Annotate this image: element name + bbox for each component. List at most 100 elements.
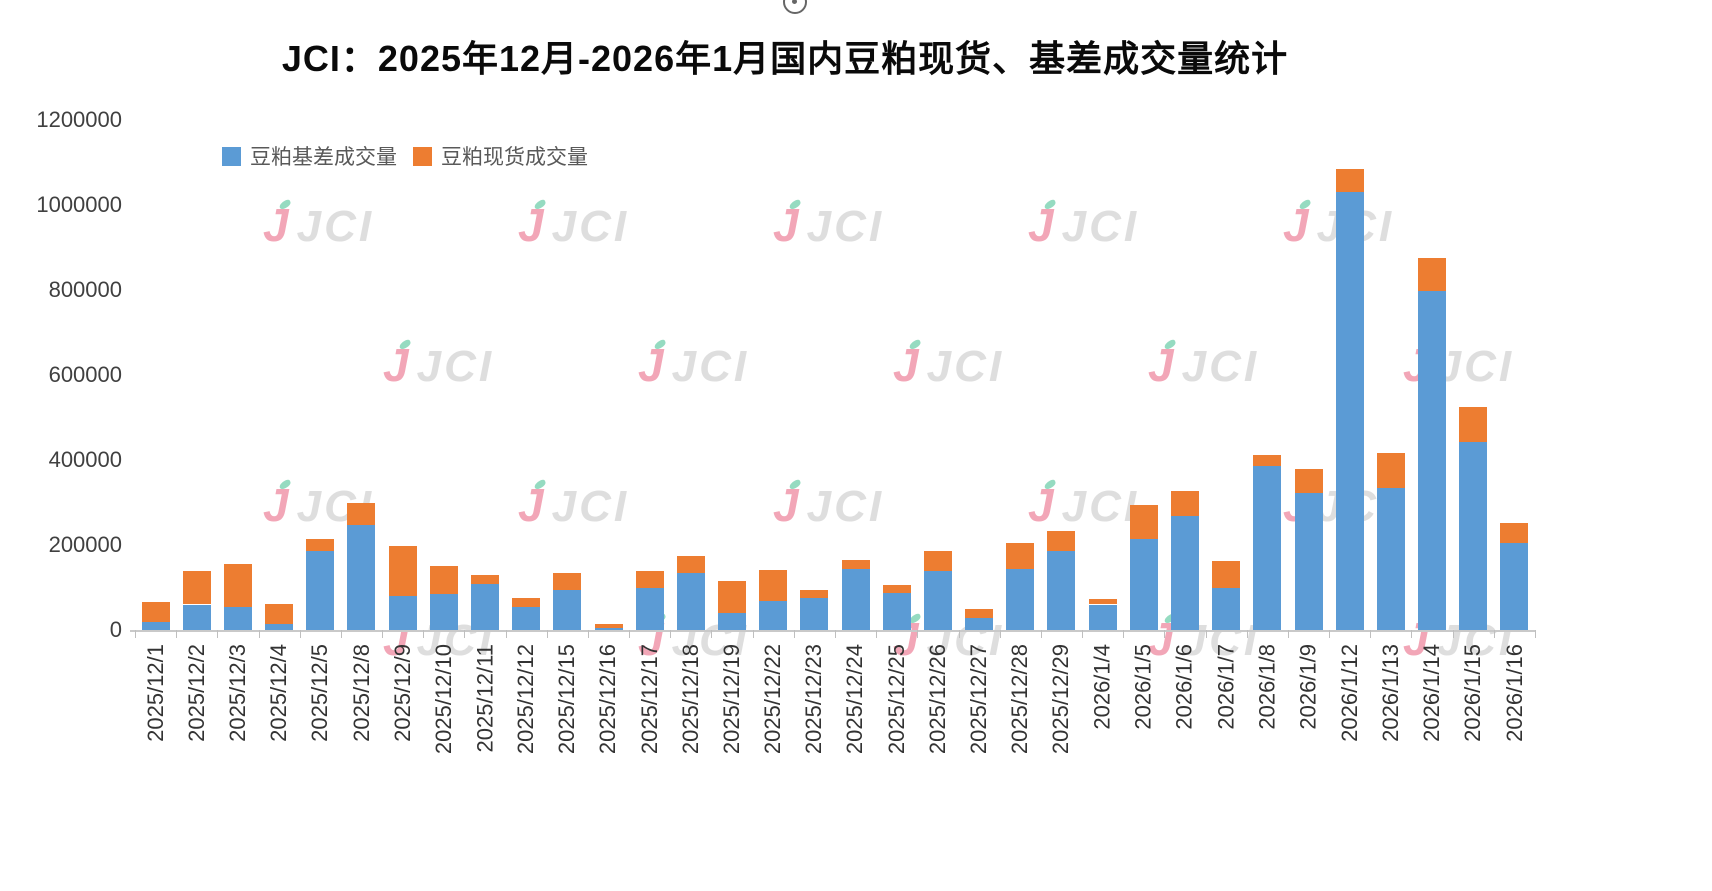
x-axis-label: 2025/12/15 [554, 644, 580, 755]
bar-segment-basis [841, 569, 870, 630]
y-axis-tick-label: 1000000 [36, 192, 122, 217]
watermark-brand-text: JCI [416, 342, 495, 391]
bar-segment-spot [1335, 168, 1364, 193]
bar-segment-basis [1253, 466, 1282, 630]
watermark-brand-text: JCI [806, 482, 885, 531]
x-axis-tick [464, 630, 466, 638]
bar-segment-basis [1294, 492, 1323, 630]
bar-segment-basis [635, 588, 664, 630]
x-axis-tick [1205, 630, 1207, 638]
watermark-leaf-icon [788, 478, 802, 491]
bar-segment-spot [718, 581, 747, 613]
bar-segment-spot [1459, 406, 1488, 442]
x-axis-label: 2025/12/8 [348, 644, 374, 742]
x-axis-tick [876, 630, 878, 638]
circle-marker-icon [783, 0, 807, 14]
bar-segment-basis [718, 613, 747, 630]
bar-segment-basis [882, 592, 911, 630]
legend-item-spot: 豆粕现货成交量 [413, 141, 588, 171]
x-axis-tick [917, 630, 919, 638]
x-axis-tick [999, 630, 1001, 638]
x-axis-tick [1493, 630, 1495, 638]
x-axis-label: 2026/1/7 [1213, 644, 1239, 730]
bar-segment-basis [594, 627, 623, 630]
x-axis-tick [176, 630, 178, 638]
x-axis-tick [1535, 630, 1536, 638]
bar-segment-spot [1088, 599, 1117, 605]
x-axis-label: 2025/12/26 [924, 644, 950, 755]
bar-segment-basis [1088, 604, 1117, 630]
watermark-brand-text: JCI [806, 202, 885, 251]
x-axis-label: 2025/12/17 [636, 644, 662, 755]
legend-label-basis: 豆粕基差成交量 [250, 146, 397, 169]
watermark-j-icon: J [1028, 478, 1057, 531]
x-axis-label: 2025/12/1 [142, 644, 168, 742]
y-axis-tick-label: 800000 [48, 277, 122, 302]
x-axis-tick [1164, 630, 1166, 638]
watermark-leaf-icon [1298, 198, 1312, 211]
watermark-brand-text: JCI [551, 482, 630, 531]
x-axis-tick [793, 630, 795, 638]
x-axis-tick [670, 630, 672, 638]
x-axis-tick [958, 630, 960, 638]
bar-segment-spot [1500, 522, 1529, 543]
x-axis-label: 2025/12/10 [430, 644, 456, 755]
bar-segment-spot [800, 590, 829, 599]
watermark-leaf-icon [1043, 478, 1057, 491]
watermark-j-icon: J [263, 198, 292, 251]
x-axis-label: 2026/1/14 [1419, 644, 1445, 742]
bar-segment-spot [923, 551, 952, 571]
x-axis-tick [299, 630, 301, 638]
bar-segment-basis [1006, 569, 1035, 630]
x-axis-label: 2025/12/25 [883, 644, 909, 755]
bar-segment-spot [1376, 453, 1405, 489]
x-axis-label: 2025/12/5 [307, 644, 333, 742]
watermark-leaf-icon [533, 198, 547, 211]
x-axis-label: 2025/12/23 [801, 644, 827, 755]
legend-swatch-basis [222, 146, 241, 166]
watermark-leaf-icon [398, 338, 412, 351]
watermark-brand-text: JCI [1061, 202, 1140, 251]
watermark-j-icon: J [773, 198, 802, 251]
bar-segment-spot [388, 546, 417, 596]
x-axis-label: 2025/12/16 [595, 644, 621, 755]
bar-segment-basis [141, 621, 170, 630]
bar-segment-spot [1294, 468, 1323, 493]
bar-segment-spot [1418, 258, 1447, 291]
x-axis-label: 2026/1/16 [1501, 644, 1527, 742]
x-axis-tick [217, 630, 219, 638]
bar-segment-spot [512, 598, 541, 607]
y-axis-tick-label: 200000 [48, 532, 122, 557]
bar-segment-basis [759, 601, 788, 630]
legend-label-spot: 豆粕现货成交量 [441, 146, 588, 169]
bar-segment-spot [594, 624, 623, 628]
watermark-brand-text: JCI [926, 342, 1005, 391]
x-axis-tick [423, 630, 425, 638]
x-axis-tick [258, 630, 260, 638]
x-axis-label: 2025/12/18 [677, 644, 703, 755]
legend-swatch-spot [413, 146, 432, 166]
x-axis-label: 2025/12/29 [1048, 644, 1074, 755]
watermark-leaf-icon [653, 338, 667, 351]
legend-item-basis: 豆粕基差成交量 [222, 141, 397, 171]
bar-segment-spot [1171, 490, 1199, 517]
x-axis-label: 2026/1/5 [1130, 644, 1156, 730]
x-axis-tick [1287, 630, 1289, 638]
bar-segment-spot [1047, 531, 1076, 552]
x-axis-tick [711, 630, 713, 638]
watermark-brand-text: JCI [1181, 342, 1260, 391]
bar-segment-basis [1418, 290, 1447, 630]
bar-segment-spot [182, 571, 211, 605]
watermark-leaf-icon [278, 198, 292, 211]
watermark-leaf-icon [1163, 338, 1177, 351]
x-axis-label: 2025/12/27 [966, 644, 992, 755]
bar-segment-basis [1047, 551, 1076, 630]
watermark-j-icon: J [773, 478, 802, 531]
watermark-j-icon: J [1283, 198, 1312, 251]
watermark-j-icon: J [893, 338, 922, 391]
bar-segment-spot [1129, 504, 1158, 539]
